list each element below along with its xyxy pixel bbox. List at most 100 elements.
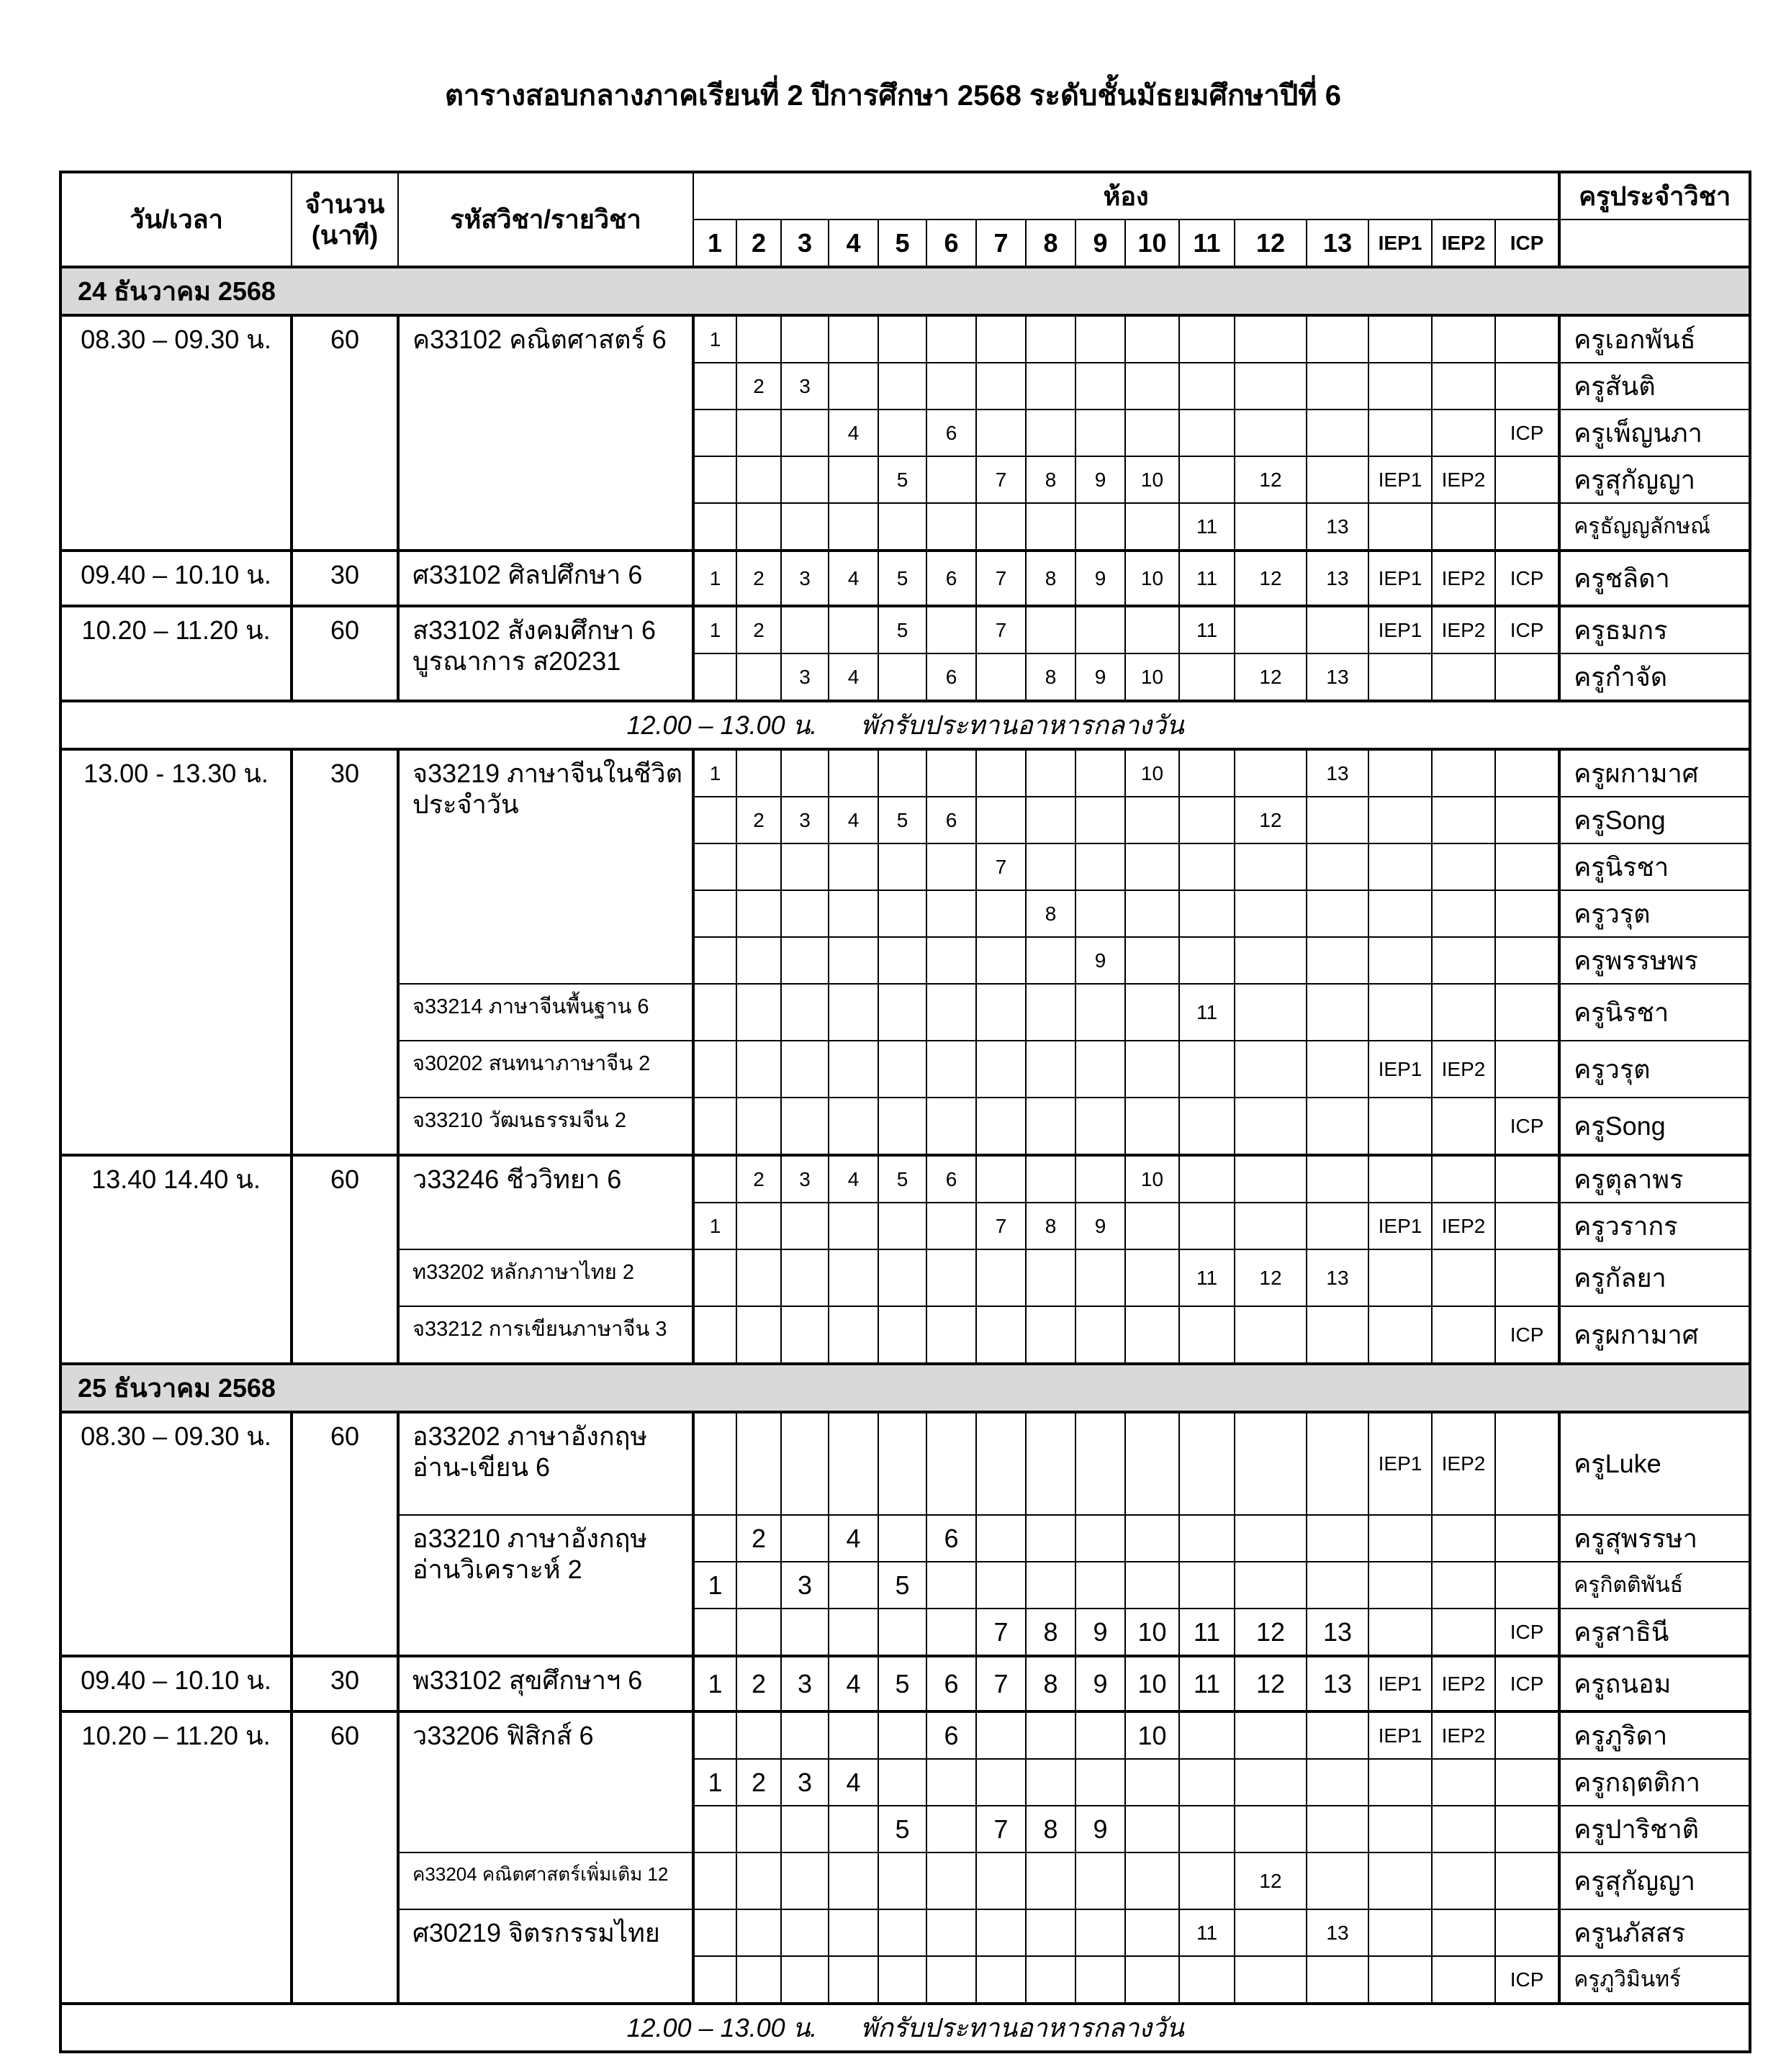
room-cell-11 bbox=[1178, 1758, 1235, 1806]
room-cell-2 bbox=[736, 1608, 782, 1657]
room-cell-10 bbox=[1124, 796, 1180, 844]
room-cell-3: 3 bbox=[780, 1655, 829, 1712]
room-cell-11 bbox=[1178, 1955, 1235, 2004]
room-cell-8 bbox=[1025, 1040, 1076, 1098]
room-cell-13 bbox=[1306, 1758, 1369, 1806]
room-cell-11 bbox=[1178, 1154, 1235, 1203]
room-cell-13 bbox=[1306, 362, 1369, 410]
room-cell-1: 1 bbox=[693, 314, 737, 363]
room-cell-12: 12 bbox=[1234, 1852, 1307, 1910]
table-row: 13.40 14.40 น. 60 ว33246 ชีววิทยา 6 2 3 4 5 6 10… bbox=[60, 1154, 1751, 1365]
room-cell-6 bbox=[926, 456, 977, 504]
room-cell-10 bbox=[1124, 409, 1180, 457]
room-cell-9 bbox=[1075, 1514, 1126, 1562]
room-cell-5 bbox=[878, 843, 927, 891]
room-cell-2 bbox=[736, 1805, 782, 1853]
room-cell-10 bbox=[1124, 1561, 1180, 1609]
room-cell-1: 1 bbox=[693, 1758, 737, 1806]
room-cell-4: 4 bbox=[828, 1514, 879, 1562]
room-cell-2 bbox=[736, 1852, 782, 1910]
room-cell-7 bbox=[975, 1561, 1027, 1609]
table-row: 7 ครูนิรชา bbox=[60, 843, 1751, 891]
room-cell-5 bbox=[878, 653, 927, 702]
header-room-11: 11 bbox=[1178, 219, 1235, 268]
lunch-break-cell: 12.00 – 13.00 น. พักรับประทานอาหารกลางวัน bbox=[59, 2002, 1751, 2053]
room-cell-9 bbox=[1075, 748, 1126, 797]
room-cell-12 bbox=[1234, 843, 1307, 891]
room-cell-8 bbox=[1025, 1411, 1076, 1516]
room-cell-iep1 bbox=[1368, 796, 1433, 844]
room-cell-iep2 bbox=[1431, 1249, 1496, 1307]
room-cell-11: 11 bbox=[1178, 1909, 1235, 1957]
room-cell-3 bbox=[780, 983, 829, 1041]
room-cell-2 bbox=[736, 1561, 782, 1609]
room-cell-9 bbox=[1075, 1411, 1126, 1516]
table-row: 8 ครูวรุต bbox=[60, 890, 1751, 938]
room-cell-icp bbox=[1494, 1852, 1561, 1910]
room-cell-11 bbox=[1178, 1097, 1235, 1156]
room-cell-9 bbox=[1075, 1758, 1126, 1806]
room-cell-2 bbox=[736, 1909, 782, 1957]
teacher-name: ครูตุลาพร bbox=[1558, 1154, 1751, 1203]
room-cell-iep1 bbox=[1368, 1249, 1433, 1307]
room-cell-iep2 bbox=[1431, 1097, 1496, 1156]
teacher-name: ครูธมกร bbox=[1558, 605, 1751, 654]
room-cell-3 bbox=[780, 1805, 829, 1853]
room-cell-5: 5 bbox=[878, 605, 927, 654]
room-cell-11: 11 bbox=[1178, 983, 1235, 1041]
room-cell-11 bbox=[1178, 314, 1235, 363]
room-cell-5 bbox=[878, 362, 927, 410]
room-cell-1 bbox=[693, 843, 737, 891]
table-row: 5 7 8 9 ครูปาริชาติ bbox=[60, 1805, 1751, 1853]
table-row: 11 13 ครูธัญญลักษณ์ bbox=[60, 502, 1751, 551]
room-cell-6: 6 bbox=[926, 796, 977, 844]
room-cell-1 bbox=[693, 1249, 737, 1307]
room-cell-iep1: IEP1 bbox=[1368, 549, 1433, 607]
room-cell-iep2 bbox=[1431, 1608, 1496, 1657]
room-cell-7 bbox=[975, 1758, 1027, 1806]
room-cell-8 bbox=[1025, 1852, 1076, 1910]
room-cell-icp bbox=[1494, 748, 1561, 797]
room-cell-8 bbox=[1025, 1154, 1076, 1203]
room-cell-7: 7 bbox=[975, 605, 1027, 654]
room-cell-3 bbox=[780, 605, 829, 654]
room-cell-4: 4 bbox=[828, 1154, 879, 1203]
room-cell-7 bbox=[975, 1852, 1027, 1910]
room-cell-10 bbox=[1124, 1805, 1180, 1853]
room-cell-6 bbox=[926, 748, 977, 797]
room-cell-2: 2 bbox=[736, 1514, 782, 1562]
teacher-name: ครูSong bbox=[1558, 796, 1751, 844]
room-cell-8 bbox=[1025, 1710, 1076, 1760]
room-cell-1 bbox=[693, 653, 737, 702]
room-cell-10: 10 bbox=[1124, 1154, 1180, 1203]
table-row: 10.20 – 11.20 น. 60 ส33102 สังคมศึกษา 6 บู… bbox=[60, 605, 1751, 702]
room-cell-9 bbox=[1075, 1249, 1126, 1307]
room-cell-10: 10 bbox=[1124, 1710, 1180, 1760]
room-cell-4 bbox=[828, 1909, 879, 1957]
room-cell-4: 4 bbox=[828, 1758, 879, 1806]
room-cell-7 bbox=[975, 796, 1027, 844]
room-cell-6: 6 bbox=[926, 1710, 977, 1760]
table-row: 9 ครูพรรษพร bbox=[60, 936, 1751, 985]
room-cell-6: 6 bbox=[926, 1154, 977, 1203]
exam-time: 13.00 - 13.30 น. bbox=[60, 748, 293, 1156]
room-cell-icp bbox=[1494, 1249, 1561, 1307]
room-cell-9 bbox=[1075, 1040, 1126, 1098]
room-cell-10: 10 bbox=[1124, 1655, 1180, 1712]
room-cell-iep2 bbox=[1431, 1909, 1496, 1957]
room-cell-12 bbox=[1234, 890, 1307, 938]
exam-minutes: 30 bbox=[291, 1655, 400, 1712]
room-cell-2: 2 bbox=[736, 549, 782, 607]
header-room-iep2: IEP2 bbox=[1431, 219, 1496, 268]
room-cell-11 bbox=[1178, 362, 1235, 410]
room-cell-iep1 bbox=[1368, 1805, 1433, 1853]
room-cell-5: 5 bbox=[878, 1655, 927, 1712]
room-cell-11 bbox=[1178, 653, 1235, 702]
exam-time: 09.40 – 10.10 น. bbox=[60, 1655, 293, 1712]
room-cell-3: 3 bbox=[780, 796, 829, 844]
room-cell-11 bbox=[1178, 1306, 1235, 1365]
room-cell-7 bbox=[975, 1154, 1027, 1203]
room-cell-4 bbox=[828, 1249, 879, 1307]
room-cell-8 bbox=[1025, 1909, 1076, 1957]
teacher-name: ครูSong bbox=[1558, 1097, 1751, 1156]
